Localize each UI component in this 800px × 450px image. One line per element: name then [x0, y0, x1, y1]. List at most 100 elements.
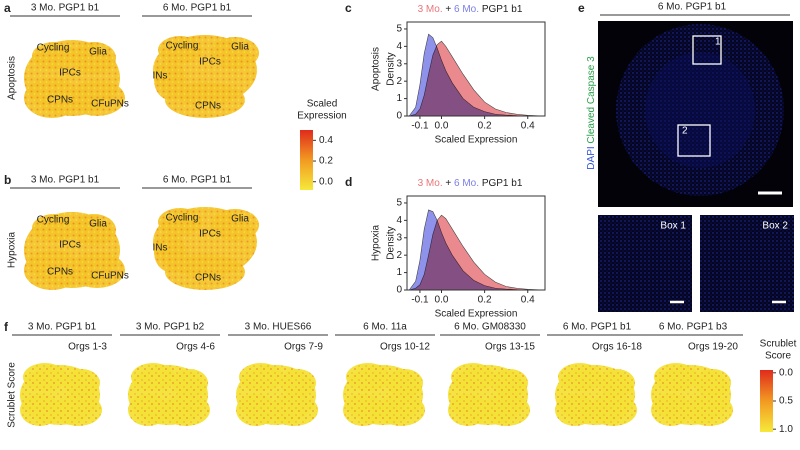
panel-label: e — [578, 1, 585, 15]
cluster-label: INs — [153, 71, 168, 82]
cell-cloud — [651, 394, 691, 426]
colorbar-tick-label: 1.0 — [779, 424, 793, 435]
cell-cloud — [23, 363, 67, 391]
y-tick-label: 1 — [396, 93, 402, 104]
x-tick-label: 0.0 — [435, 295, 449, 306]
tsne-plot — [448, 363, 530, 426]
plot-title: 6 Mo. PGP1 b3 — [659, 322, 728, 333]
cluster-label: CPNs — [47, 267, 73, 278]
tsne-plot — [343, 363, 425, 426]
cluster-label: Cycling — [37, 215, 70, 226]
chart-title: 3 Mo. + 6 Mo. PGP1 b1 — [418, 178, 523, 189]
x-tick-label: -0.1 — [411, 121, 429, 132]
cell-cloud — [387, 369, 423, 397]
cell-cloud — [32, 214, 76, 242]
cell-cloud — [482, 394, 530, 426]
y-tick-label: 0 — [396, 111, 402, 122]
colorbar-title: Scrublet — [760, 339, 797, 350]
cell-cloud — [64, 369, 100, 397]
row-label: Apoptosis — [371, 47, 382, 91]
cluster-label: CPNs — [195, 273, 221, 284]
tsne-plot — [20, 363, 102, 426]
x-axis-label: Scaled Expression — [435, 309, 518, 320]
cell-cloud — [158, 36, 202, 64]
cell-cloud — [72, 214, 116, 246]
cell-cloud — [211, 37, 259, 69]
cluster-label: INs — [153, 243, 168, 254]
y-tick-label: 1 — [396, 267, 402, 278]
colorbar-tick-label: 0.0 — [779, 367, 793, 378]
x-tick-label: 0.0 — [435, 121, 449, 132]
cell-cloud — [346, 363, 390, 391]
tsne-plot — [153, 35, 259, 118]
cell-cloud — [54, 394, 102, 426]
colorbar-tick-label: 0.0 — [319, 176, 333, 187]
x-tick-label: 0.2 — [478, 121, 492, 132]
cell-cloud — [239, 363, 283, 391]
cell-cloud — [154, 232, 186, 272]
colorbar-tick-label: 0.5 — [779, 396, 793, 407]
colorbar-title: Score — [765, 351, 792, 362]
cluster-label: Glia — [231, 42, 249, 53]
cluster-label: IPCs — [199, 57, 221, 68]
title-part: 3 Mo. — [418, 4, 443, 15]
chart-title: 3 Mo. + 6 Mo. PGP1 b1 — [418, 4, 523, 15]
cell-cloud — [211, 209, 259, 241]
x-tick-label: 0.4 — [521, 295, 535, 306]
cluster-label: CFuPNs — [91, 271, 129, 282]
orgs-label: Orgs 1-3 — [68, 342, 107, 353]
inset — [598, 215, 692, 312]
cell-cloud — [20, 394, 60, 426]
cluster-label: CPNs — [195, 101, 221, 112]
colorbar-tick-label: 0.2 — [319, 156, 333, 167]
cell-cloud — [451, 363, 495, 391]
title-part: + — [445, 4, 451, 15]
panel-label: c — [345, 1, 352, 15]
y-tick-label: 3 — [396, 232, 402, 243]
plot-title: 3 Mo. HUES66 — [245, 322, 312, 333]
y-tick-label: 2 — [396, 250, 402, 261]
cell-cloud — [555, 394, 595, 426]
orgs-label: Orgs 7-9 — [284, 342, 323, 353]
cell-cloud — [69, 252, 125, 288]
orgs-label: Orgs 4-6 — [176, 342, 215, 353]
cluster-label: Cycling — [166, 41, 199, 52]
plot-title: 6 Mo. GM08330 — [454, 322, 526, 333]
x-axis-label: Scaled Expression — [435, 135, 518, 146]
cell-cloud — [32, 42, 76, 70]
panel-label: b — [4, 173, 11, 187]
plot-title: 6 Mo. PGP1 b1 — [658, 2, 727, 13]
cell-cloud — [72, 42, 116, 74]
cell-cloud — [695, 369, 731, 397]
title-part: 6 Mo. — [454, 4, 479, 15]
panel-label: a — [4, 1, 11, 15]
cell-cloud — [165, 254, 245, 290]
cell-cloud — [69, 80, 125, 116]
plot-title: 6 Mo. 11a — [363, 322, 407, 333]
row-label: Hypoxia — [371, 225, 382, 262]
cell-cloud — [24, 250, 80, 290]
panel-label: d — [345, 175, 352, 189]
cell-cloud — [270, 394, 318, 426]
y-tick-label: 5 — [396, 198, 402, 209]
y-tick-label: 3 — [396, 58, 402, 69]
cell-cloud — [492, 369, 528, 397]
inset-label: Box 2 — [762, 221, 788, 232]
tsne-plot — [24, 212, 125, 290]
colorbar-tick-label: 0.4 — [319, 135, 333, 146]
y-tick-label: 2 — [396, 76, 402, 87]
cell-cloud — [685, 394, 733, 426]
y-tick-label: 4 — [396, 215, 402, 226]
plot-frame — [406, 21, 546, 117]
cell-cloud — [165, 82, 245, 118]
cell-cloud — [280, 369, 316, 397]
y-tick-label: 4 — [396, 41, 402, 52]
plot-title: 3 Mo. PGP1 b1 — [31, 175, 100, 186]
cluster-label: Cycling — [166, 213, 199, 224]
box-number: 2 — [682, 126, 688, 137]
cell-cloud — [558, 363, 602, 391]
stain-caspase: Cleaved Caspase 3 — [586, 56, 597, 144]
plot-title: 6 Mo. PGP1 b1 — [163, 175, 232, 186]
orgs-label: Orgs 10-12 — [380, 342, 430, 353]
colorbar — [760, 370, 773, 432]
